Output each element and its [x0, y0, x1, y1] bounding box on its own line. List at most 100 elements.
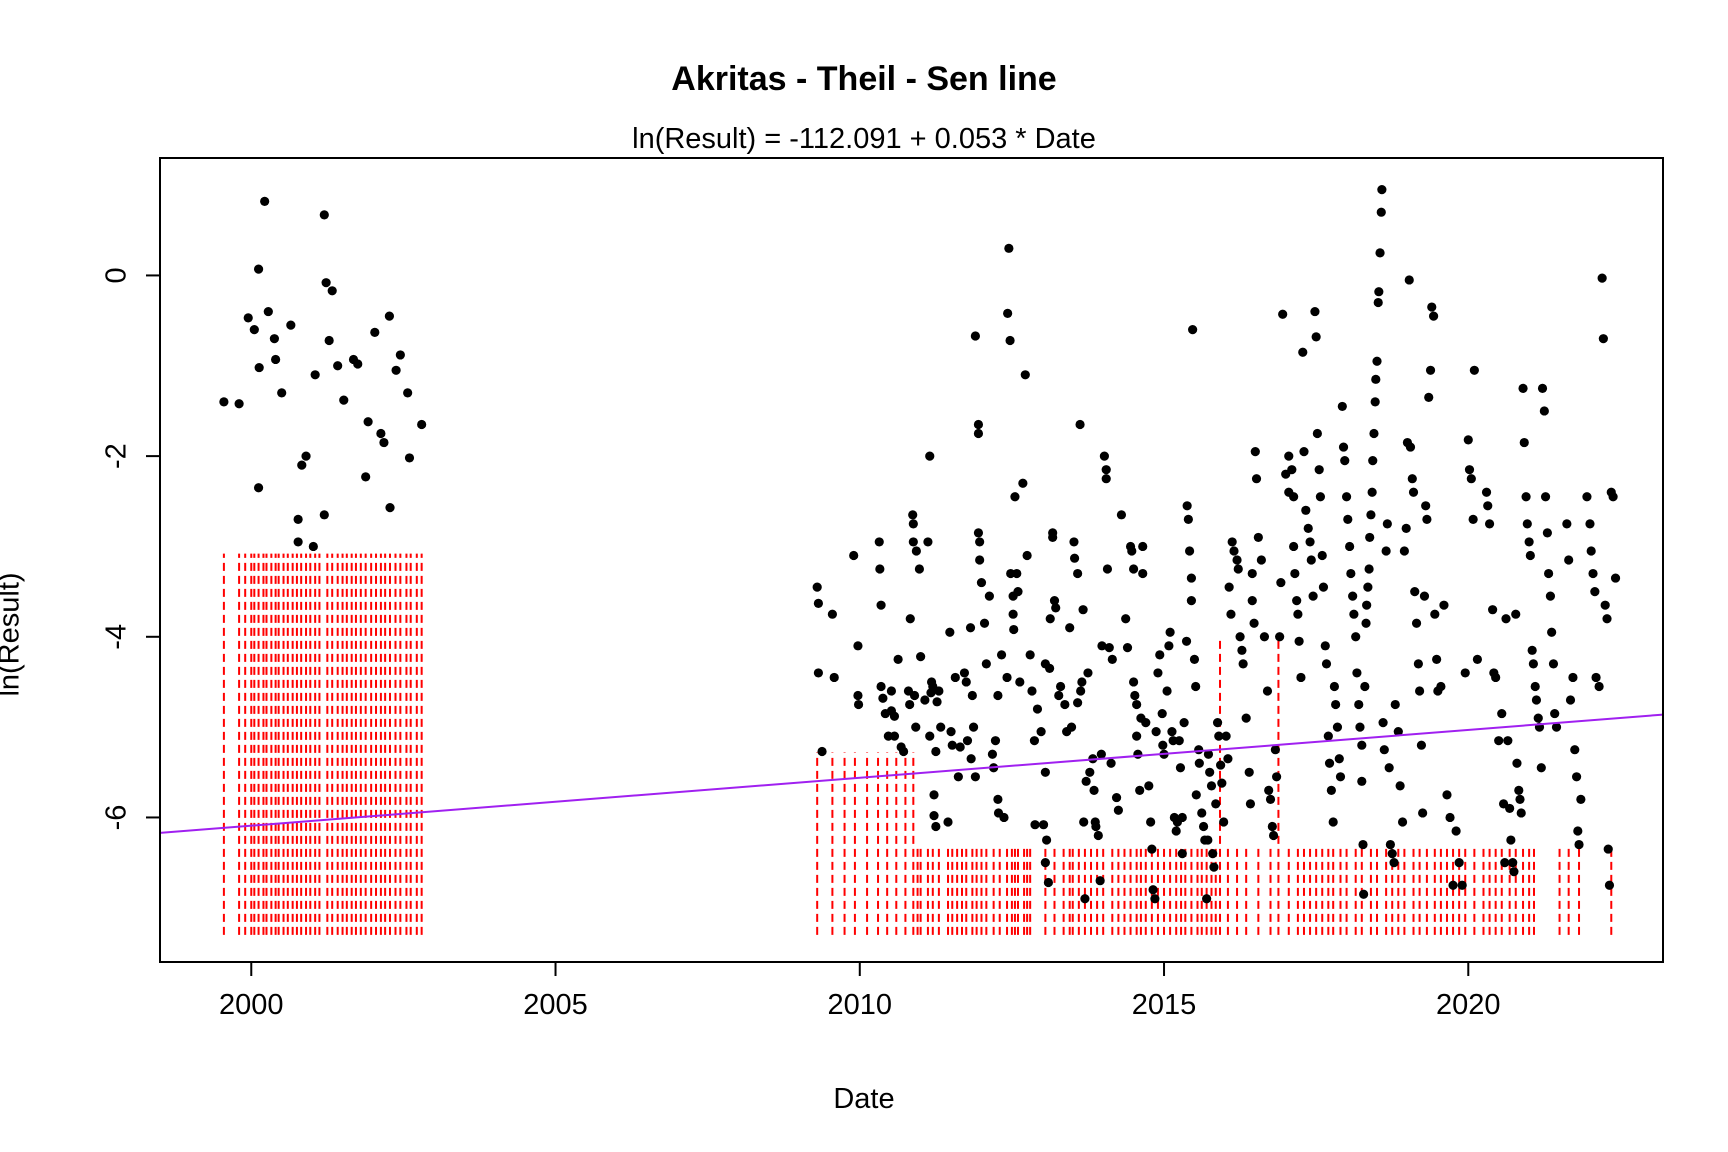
data-point: [249, 325, 259, 335]
y-tick-label: -4: [101, 624, 133, 650]
data-point: [984, 591, 994, 601]
data-point: [1144, 781, 1154, 791]
data-point: [1022, 550, 1032, 561]
data-point: [876, 600, 886, 610]
data-point: [1132, 731, 1142, 741]
data-point: [269, 334, 279, 344]
data-point: [914, 564, 925, 574]
data-point: [1562, 519, 1572, 529]
data-point: [1387, 848, 1397, 859]
data-point: [905, 614, 915, 624]
data-point: [1531, 695, 1542, 705]
data-point: [1439, 600, 1449, 610]
data-point: [889, 711, 900, 721]
data-point: [973, 419, 984, 430]
data-point: [1183, 514, 1193, 524]
data-point: [1414, 686, 1425, 696]
data-point: [1095, 876, 1105, 886]
data-point: [253, 483, 264, 493]
data-point: [1043, 877, 1054, 888]
data-point: [1287, 465, 1297, 475]
data-point: [1179, 718, 1189, 728]
data-point: [1301, 505, 1311, 515]
data-point: [1121, 614, 1131, 624]
data-point: [876, 681, 886, 692]
data-point: [1381, 546, 1391, 556]
data-point: [1040, 767, 1050, 777]
data-point: [1289, 541, 1299, 552]
data-point: [1432, 654, 1442, 664]
data-point: [1036, 727, 1046, 737]
data-point: [1515, 794, 1525, 804]
data-point: [1608, 492, 1618, 502]
data-point: [979, 618, 990, 628]
data-point: [1457, 880, 1467, 890]
data-point: [1375, 248, 1385, 258]
data-point: [911, 546, 921, 556]
data-point: [1106, 758, 1116, 768]
data-point: [1585, 519, 1595, 529]
data-point: [1054, 690, 1064, 701]
data-point: [370, 327, 380, 337]
data-point: [1267, 821, 1277, 832]
data-point: [1370, 397, 1380, 407]
trend-line: [159, 713, 1664, 834]
data-point: [1133, 749, 1143, 759]
data-point: [1371, 374, 1381, 384]
data-point: [1237, 645, 1247, 655]
data-point: [1536, 763, 1546, 773]
data-point: [1329, 681, 1340, 692]
data-point: [1055, 681, 1066, 692]
data-point: [1181, 636, 1192, 646]
data-point: [1212, 718, 1223, 728]
data-point: [1571, 772, 1582, 782]
data-point: [1303, 523, 1313, 533]
data-point: [932, 697, 942, 707]
data-point: [404, 453, 415, 463]
data-point: [1542, 528, 1552, 538]
data-point: [1448, 880, 1458, 890]
data-point: [1464, 465, 1475, 475]
data-point: [853, 699, 864, 710]
data-point: [353, 359, 363, 369]
data-point: [1540, 492, 1551, 502]
data-point: [1012, 568, 1022, 579]
data-point: [1259, 632, 1270, 642]
data-point: [1132, 699, 1142, 710]
data-point: [981, 659, 991, 669]
data-point: [1004, 243, 1014, 253]
data-point: [1146, 817, 1156, 827]
data-point: [934, 686, 944, 696]
data-point: [1135, 785, 1145, 795]
data-point: [1516, 808, 1526, 818]
data-point: [1079, 817, 1089, 827]
data-point: [1232, 555, 1242, 565]
data-point: [1264, 785, 1274, 795]
data-point: [1030, 820, 1040, 830]
x-tick-label: 2010: [828, 989, 893, 1021]
data-point: [1244, 767, 1254, 777]
data-point: [1188, 325, 1198, 335]
data-point: [1289, 492, 1299, 502]
data-point: [1494, 736, 1504, 746]
data-point: [1314, 465, 1324, 475]
data-point: [1153, 668, 1163, 678]
data-point: [1032, 704, 1043, 714]
data-point: [874, 537, 884, 547]
data-point: [1544, 568, 1554, 579]
data-point: [889, 731, 900, 741]
data-point: [1425, 365, 1436, 375]
data-point: [1324, 758, 1335, 768]
data-point: [1340, 456, 1350, 466]
data-point: [1272, 772, 1282, 782]
data-point: [1083, 668, 1093, 678]
data-point: [1101, 474, 1111, 484]
data-point: [993, 794, 1003, 804]
data-point: [1089, 785, 1099, 795]
data-point: [1223, 754, 1233, 764]
data-point: [1472, 654, 1483, 664]
data-point: [975, 537, 985, 547]
data-point: [1393, 727, 1403, 737]
data-point: [1365, 532, 1375, 543]
data-point: [908, 519, 918, 529]
